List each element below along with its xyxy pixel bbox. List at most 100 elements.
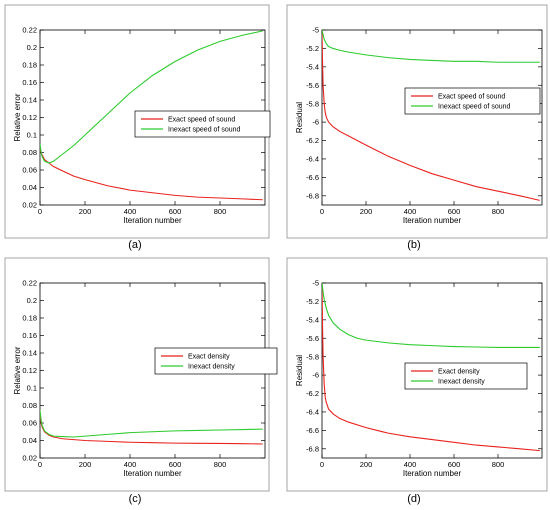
legend-box — [154, 347, 278, 375]
panel-frame — [4, 257, 270, 492]
x-tick-label: 800 — [492, 207, 505, 216]
chart-panel-2: 0 200 400 600 800 -6.8 -6.6 -6.4 -6.2 -6 -5.8 -5.6 -… — [286, 4, 548, 251]
x-tick-label: 0 — [38, 460, 42, 469]
x-tick-label: 400 — [124, 207, 137, 216]
panel-label: (c) — [129, 493, 142, 505]
y-tick-label: 0.12 — [22, 366, 37, 375]
y-axis-title: Residual — [295, 102, 304, 133]
y-tick-label: 0.18 — [22, 314, 37, 323]
chart-panel-1: 0 200 400 600 800 0.02 0.04 0.06 0.08 0.1 0.12 0.14… — [4, 4, 271, 251]
y-tick-label: -6.6 — [306, 173, 319, 182]
y-tick-label: 0.02 — [22, 201, 37, 210]
y-tick-label: 0.18 — [22, 61, 37, 70]
plot-area — [321, 29, 543, 206]
legend-label: Inexact density — [188, 364, 235, 371]
legend-label: Inexact speed of sound — [438, 104, 510, 111]
x-tick-label: 200 — [79, 460, 92, 469]
legend-box — [404, 87, 541, 115]
x-tick-label: 600 — [448, 207, 461, 216]
y-tick-label: -5.4 — [306, 315, 319, 324]
series-line-1 — [322, 30, 540, 201]
y-tick-label: 0.06 — [22, 419, 37, 428]
legend-label: Exact density — [188, 354, 230, 361]
series-line-2 — [322, 283, 540, 349]
x-tick-label: 200 — [79, 207, 92, 216]
series-line-1 — [322, 283, 540, 452]
legend-label: Exact density — [438, 369, 480, 376]
x-tick-label: 600 — [448, 460, 461, 469]
chart-panel-3: 0 200 400 600 800 0.02 0.04 0.06 0.08 0.1 0.12 0.14… — [4, 257, 278, 505]
chart-panel-4: 0 200 400 600 800 -6.8 -6.6 -6.4 -6.2 -6 -5.8 -5.6 -… — [286, 257, 548, 505]
x-tick-label: 0 — [320, 460, 324, 469]
series-line-2 — [40, 409, 263, 438]
y-axis-title: Relative error — [13, 93, 22, 141]
y-tick-label: 0.08 — [22, 148, 37, 157]
series-line-2 — [322, 30, 540, 63]
y-tick-label: 0.02 — [22, 454, 37, 463]
y-axis-title: Relative error — [13, 346, 22, 394]
y-tick-label: 0.16 — [22, 78, 37, 87]
legend-label: Inexact speed of sound — [168, 127, 240, 134]
legend-box — [134, 110, 271, 138]
y-tick-label: -6.2 — [306, 389, 319, 398]
y-tick-label: -5.8 — [306, 352, 319, 361]
y-tick-label: 0.14 — [22, 96, 37, 105]
x-tick-label: 0 — [320, 207, 324, 216]
y-tick-label: 0.22 — [22, 26, 37, 35]
y-tick-label: 0.22 — [22, 279, 37, 288]
y-tick-label: 0.06 — [22, 166, 37, 175]
series-line-1 — [40, 147, 263, 201]
y-tick-label: 0.2 — [27, 296, 37, 305]
x-axis-title: Iteration number — [123, 216, 182, 225]
y-tick-label: -5.6 — [306, 334, 319, 343]
y-tick-label: 0.1 — [27, 131, 37, 140]
y-tick-label: 0.04 — [22, 183, 37, 192]
y-tick-label: -5.8 — [306, 99, 319, 108]
x-axis-title: Iteration number — [123, 469, 182, 478]
y-tick-label: -6.8 — [306, 191, 319, 200]
y-tick-label: -5.4 — [306, 62, 319, 71]
y-tick-label: 0.04 — [22, 436, 37, 445]
x-axis-title: Iteration number — [403, 469, 462, 478]
panel-frame — [286, 4, 548, 239]
x-tick-label: 800 — [214, 460, 227, 469]
y-tick-label: -5 — [312, 26, 319, 35]
y-tick-label: 0.08 — [22, 401, 37, 410]
y-tick-label: 0.14 — [22, 349, 37, 358]
panel-label: (a) — [128, 239, 141, 251]
series-line-2 — [40, 30, 263, 164]
x-tick-label: 600 — [169, 460, 182, 469]
x-tick-label: 400 — [404, 207, 417, 216]
y-tick-label: 0.12 — [22, 113, 37, 122]
x-tick-label: 0 — [38, 207, 42, 216]
y-axis-title: Residual — [295, 355, 304, 386]
x-tick-label: 800 — [214, 207, 227, 216]
x-axis-title: Iteration number — [403, 216, 462, 225]
x-tick-label: 200 — [360, 207, 373, 216]
x-tick-label: 400 — [124, 460, 137, 469]
y-tick-label: 0.1 — [27, 384, 37, 393]
panel-frame — [286, 257, 548, 492]
y-tick-label: -6 — [312, 371, 319, 380]
panel-label: (b) — [407, 239, 420, 251]
legend-box — [404, 362, 528, 390]
legend-label: Exact speed of sound — [168, 117, 235, 124]
x-tick-label: 200 — [360, 460, 373, 469]
y-tick-label: -6 — [312, 118, 319, 127]
y-tick-label: -6.6 — [306, 426, 319, 435]
legend-label: Inexact density — [438, 379, 485, 386]
y-tick-label: -5.6 — [306, 81, 319, 90]
y-tick-label: -5 — [312, 279, 319, 288]
y-tick-label: -6.2 — [306, 136, 319, 145]
y-tick-label: -5.2 — [306, 44, 319, 53]
x-tick-label: 400 — [404, 460, 417, 469]
y-tick-label: -5.2 — [306, 297, 319, 306]
y-tick-label: 0.16 — [22, 331, 37, 340]
y-tick-label: -6.4 — [306, 408, 319, 417]
y-tick-label: -6.4 — [306, 155, 319, 164]
legend-label: Exact speed of sound — [438, 94, 505, 101]
y-tick-label: 0.2 — [27, 43, 37, 52]
x-tick-label: 800 — [492, 460, 505, 469]
x-tick-label: 600 — [169, 207, 182, 216]
